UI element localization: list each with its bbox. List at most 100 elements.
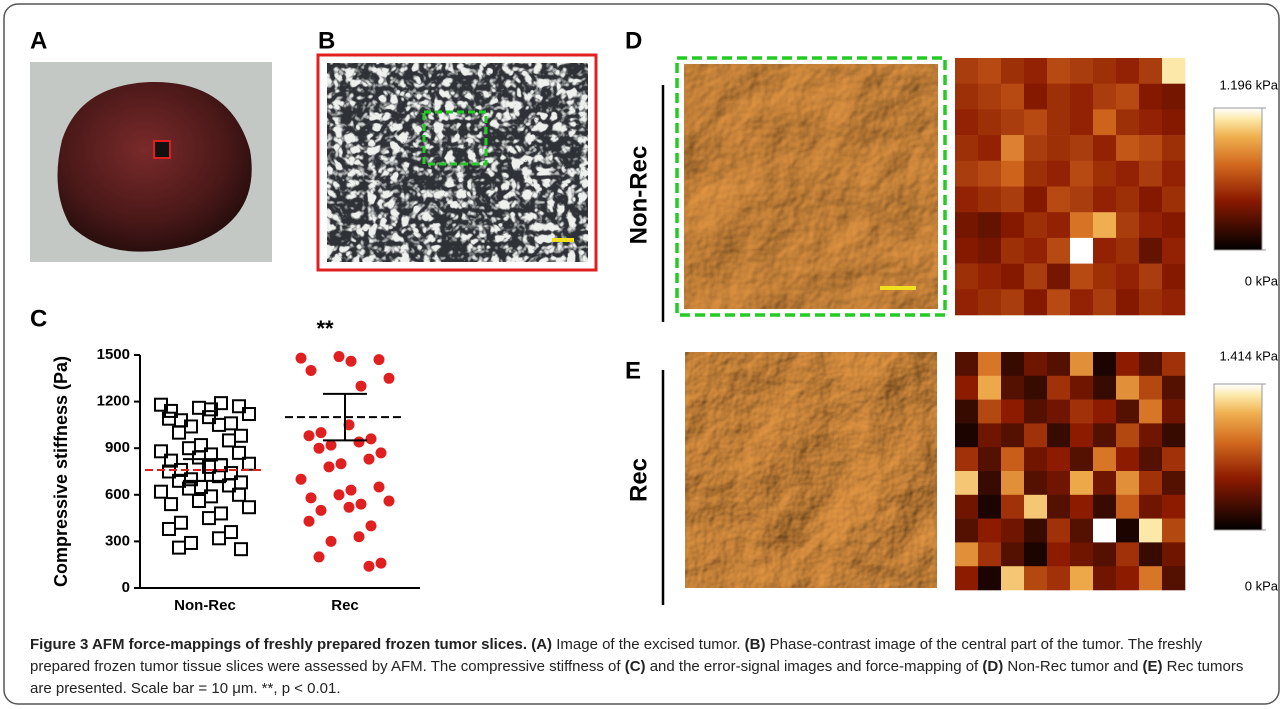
heatmap-cell — [1024, 566, 1047, 590]
caption-ref: (B) — [745, 636, 766, 653]
heatmap-cell — [1001, 352, 1024, 376]
heatmap-cell — [1139, 289, 1162, 315]
heatmap-cell — [1162, 376, 1185, 400]
heatmap-cell — [1001, 264, 1024, 290]
y-tick-label: 600 — [105, 486, 130, 503]
heatmap-cell — [1139, 109, 1162, 135]
heatmap-cell — [1001, 423, 1024, 447]
heatmap-cell — [1024, 400, 1047, 424]
heatmap-cell — [1047, 135, 1070, 161]
colorbar-label: 1.414 kPa — [1219, 348, 1278, 363]
data-point — [314, 551, 325, 562]
heatmap-cell — [955, 352, 978, 376]
heatmap-cell — [1116, 376, 1139, 400]
heatmap-cell — [1162, 161, 1185, 187]
caption-ref: (E) — [1142, 658, 1162, 675]
data-point — [316, 427, 327, 438]
heatmap-cell — [955, 187, 978, 213]
heatmap-cell — [1139, 135, 1162, 161]
heatmap-cell — [1001, 566, 1024, 590]
heatmap-cell — [1162, 58, 1185, 84]
heatmap-cell — [1093, 495, 1116, 519]
heatmap-cell — [1162, 566, 1185, 590]
data-point — [304, 430, 315, 441]
heatmap-cell — [1139, 495, 1162, 519]
heatmap-cell — [1001, 400, 1024, 424]
heatmap-cell — [1093, 376, 1116, 400]
heatmap-cell — [1001, 187, 1024, 213]
data-point — [165, 498, 177, 510]
heatmap-cell — [978, 566, 1001, 590]
heatmap-cell — [1024, 495, 1047, 519]
heatmap-cell — [1024, 109, 1047, 135]
data-point — [235, 543, 247, 555]
heatmap-cell — [978, 58, 1001, 84]
phase-contrast-image — [327, 63, 588, 262]
data-point — [346, 485, 357, 496]
data-point — [316, 505, 327, 516]
heatmap-cell — [1093, 238, 1116, 264]
panel-label: E — [625, 357, 641, 384]
heatmap-cell — [1162, 519, 1185, 543]
heatmap-cell — [1093, 187, 1116, 213]
heatmap-cell — [1139, 400, 1162, 424]
data-point — [324, 461, 335, 472]
heatmap-cell — [1093, 519, 1116, 543]
heatmap-cell — [978, 423, 1001, 447]
heatmap-cell — [1139, 161, 1162, 187]
data-point — [235, 430, 247, 442]
heatmap-cell — [1070, 135, 1093, 161]
data-point — [215, 507, 227, 519]
heatmap-cell — [1070, 471, 1093, 495]
heatmap-cell — [978, 187, 1001, 213]
heatmap-cell — [955, 566, 978, 590]
heatmap-cell — [1047, 58, 1070, 84]
heatmap-cell — [955, 495, 978, 519]
data-point — [185, 537, 197, 549]
afm-error-image — [685, 352, 937, 588]
heatmap-cell — [1070, 542, 1093, 566]
heatmap-cell — [978, 161, 1001, 187]
heatmap-cell — [1024, 423, 1047, 447]
heatmap-cell — [955, 423, 978, 447]
heatmap-cell — [955, 84, 978, 110]
heatmap-cell — [1162, 84, 1185, 110]
data-point — [354, 436, 365, 447]
heatmap-cell — [1162, 542, 1185, 566]
colorbar — [1214, 384, 1262, 530]
heatmap-cell — [1116, 471, 1139, 495]
data-point — [314, 443, 325, 454]
data-point — [225, 417, 237, 429]
heatmap-cell — [1047, 423, 1070, 447]
significance: ** — [316, 316, 334, 341]
heatmap-cell — [1162, 352, 1185, 376]
data-point — [364, 454, 375, 465]
heatmap-cell — [1093, 423, 1116, 447]
data-point — [326, 536, 337, 547]
roi-box — [154, 141, 170, 158]
data-point — [346, 356, 357, 367]
data-point — [304, 516, 315, 527]
heatmap-cell — [1047, 400, 1070, 424]
heatmap-cell — [955, 376, 978, 400]
heatmap-cell — [1093, 135, 1116, 161]
panel-label: C — [30, 305, 47, 332]
heatmap-cell — [1116, 352, 1139, 376]
heatmap-cell — [1001, 238, 1024, 264]
data-point — [243, 501, 255, 513]
heatmap-cell — [1024, 264, 1047, 290]
data-point — [376, 447, 387, 458]
heatmap-cell — [1070, 109, 1093, 135]
heatmap-cell — [955, 519, 978, 543]
heatmap-cell — [1116, 109, 1139, 135]
heatmap-cell — [1024, 519, 1047, 543]
heatmap-cell — [1093, 58, 1116, 84]
heatmap-cell — [1139, 447, 1162, 471]
heatmap-cell — [1070, 495, 1093, 519]
heatmap-cell — [1093, 109, 1116, 135]
caption: Figure 3 AFM force-mappings of freshly p… — [30, 634, 1260, 700]
heatmap-cell — [1001, 376, 1024, 400]
heatmap-cell — [1001, 58, 1024, 84]
heatmap-cell — [1047, 519, 1070, 543]
